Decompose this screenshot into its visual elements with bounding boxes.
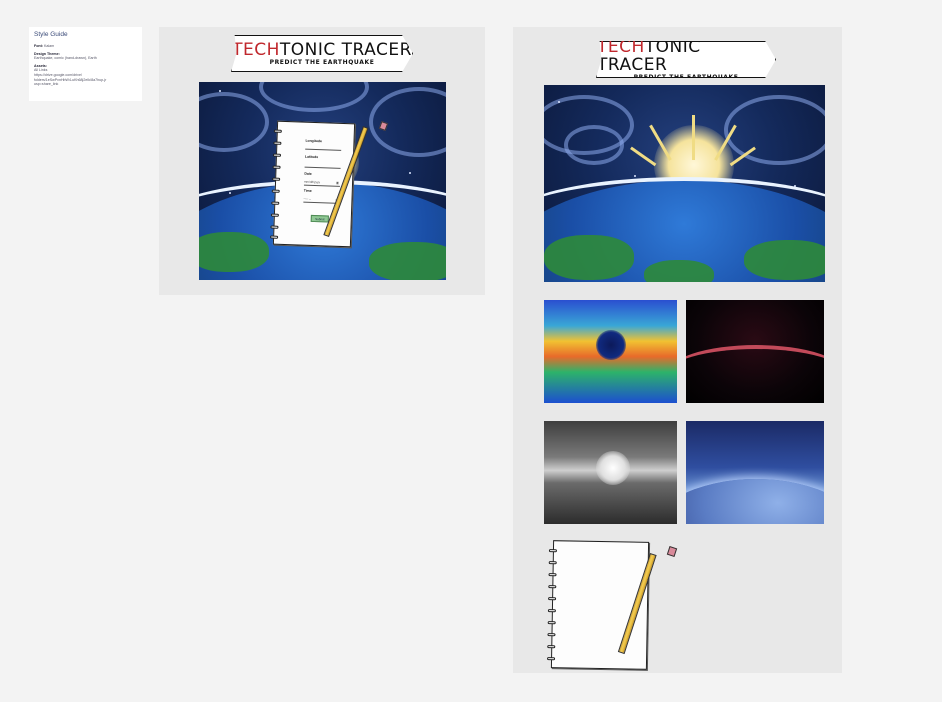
logo-banner-asset: Techtonic Tracer PREDICT THE EARTHQUAKE [596,41,776,78]
font-row: Font: Kalam [34,44,137,49]
assets-frame[interactable]: Techtonic Tracer PREDICT THE EARTHQUAKE [513,27,842,673]
variant-grayscale-image [544,421,677,524]
font-label: Font: [34,44,43,48]
hero-artwork-large [544,85,825,282]
logo-subtitle-asset: PREDICT THE EARTHQUAKE [633,74,739,81]
font-value: Kalam [43,44,55,48]
space-earth-image [686,421,824,524]
date-input[interactable]: mm/dd/yyyy [304,179,321,185]
logo-title-asset: Techtonic Tracer [597,37,701,75]
submit-button[interactable]: Submit [310,214,329,223]
logo-title-red: Tech [232,40,280,60]
date-label: Date [304,171,312,176]
variant-dark-image [686,300,824,403]
longitude-label: Longitude [305,138,322,144]
calendar-icon[interactable]: ▣ [335,180,339,185]
theme-value: Earthquake, comic (hand-drawn), Earth [34,56,97,61]
form-page-frame[interactable]: Techtonic Tracer PREDICT THE EARTHQUAKE … [159,27,485,295]
hero-artwork: Longitude Latitude Date mm/dd/yyyy ▣ Tim… [199,82,446,280]
time-input[interactable]: --:-- -- [303,196,312,201]
assets-label: Assets: [34,63,47,68]
assets-url-1[interactable]: https://drive.google.com/drive/ [34,72,82,77]
assets-link-label[interactable]: All Links [34,68,48,73]
time-label: Time [303,188,312,193]
style-guide-card: Style Guide Font: Kalam Design Theme: Ea… [29,27,142,101]
logo-subtitle: PREDICT THE EARTHQUAKE [269,59,375,66]
latitude-input[interactable] [304,166,341,169]
style-guide-title: Style Guide [34,31,68,38]
assets-url-3[interactable]: usp=share_link [34,82,59,87]
theme-label: Design Theme: [34,51,60,56]
notepad-asset [547,537,678,672]
logo-title: Techtonic Tracer [232,41,412,59]
variant-thermal-image [544,300,677,403]
logo-banner: Techtonic Tracer PREDICT THE EARTHQUAKE [231,35,413,72]
logo-title-black: tonic Tracer [279,40,412,60]
latitude-label: Latitude [304,154,319,160]
longitude-input[interactable] [305,148,342,151]
assets-url-2[interactable]: folders/1eSwPvnHbW4-uKh68j2eIk/8a7hup-jr [34,77,107,82]
